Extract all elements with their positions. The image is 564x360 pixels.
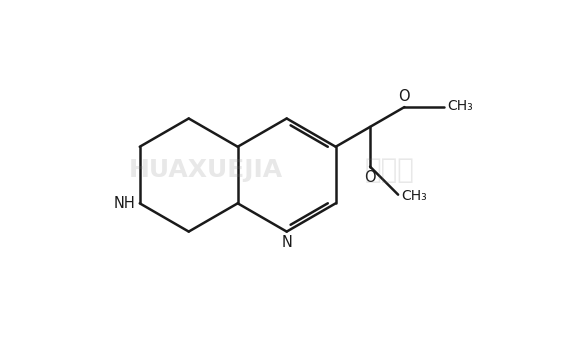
Text: CH₃: CH₃ [401, 189, 427, 203]
Text: HUAXUEJIA: HUAXUEJIA [129, 158, 283, 182]
Text: NH: NH [114, 196, 136, 211]
Text: O: O [399, 89, 410, 104]
Text: N: N [281, 235, 292, 249]
Text: 化学加: 化学加 [364, 156, 414, 184]
Text: O: O [364, 170, 376, 185]
Text: CH₃: CH₃ [447, 99, 473, 113]
